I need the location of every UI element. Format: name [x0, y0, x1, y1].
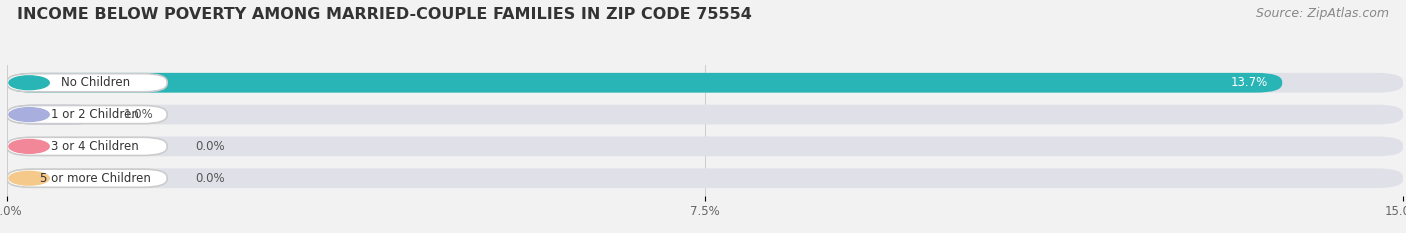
Circle shape	[8, 108, 49, 121]
Text: 1.0%: 1.0%	[124, 108, 153, 121]
Text: 3 or 4 Children: 3 or 4 Children	[51, 140, 139, 153]
FancyBboxPatch shape	[7, 73, 1403, 93]
FancyBboxPatch shape	[7, 169, 167, 187]
FancyBboxPatch shape	[7, 105, 100, 124]
Text: 0.0%: 0.0%	[195, 140, 225, 153]
FancyBboxPatch shape	[7, 73, 1282, 93]
Text: 1 or 2 Children: 1 or 2 Children	[51, 108, 139, 121]
FancyBboxPatch shape	[7, 168, 1403, 188]
FancyBboxPatch shape	[7, 137, 1403, 156]
Circle shape	[8, 140, 49, 153]
Text: 0.0%: 0.0%	[195, 172, 225, 185]
FancyBboxPatch shape	[7, 74, 167, 92]
FancyBboxPatch shape	[7, 137, 167, 155]
Text: 13.7%: 13.7%	[1232, 76, 1268, 89]
FancyBboxPatch shape	[7, 105, 1403, 124]
Circle shape	[8, 76, 49, 90]
Text: 5 or more Children: 5 or more Children	[39, 172, 150, 185]
Text: Source: ZipAtlas.com: Source: ZipAtlas.com	[1256, 7, 1389, 20]
FancyBboxPatch shape	[7, 106, 167, 124]
Text: No Children: No Children	[60, 76, 129, 89]
Circle shape	[8, 171, 49, 185]
Text: INCOME BELOW POVERTY AMONG MARRIED-COUPLE FAMILIES IN ZIP CODE 75554: INCOME BELOW POVERTY AMONG MARRIED-COUPL…	[17, 7, 752, 22]
